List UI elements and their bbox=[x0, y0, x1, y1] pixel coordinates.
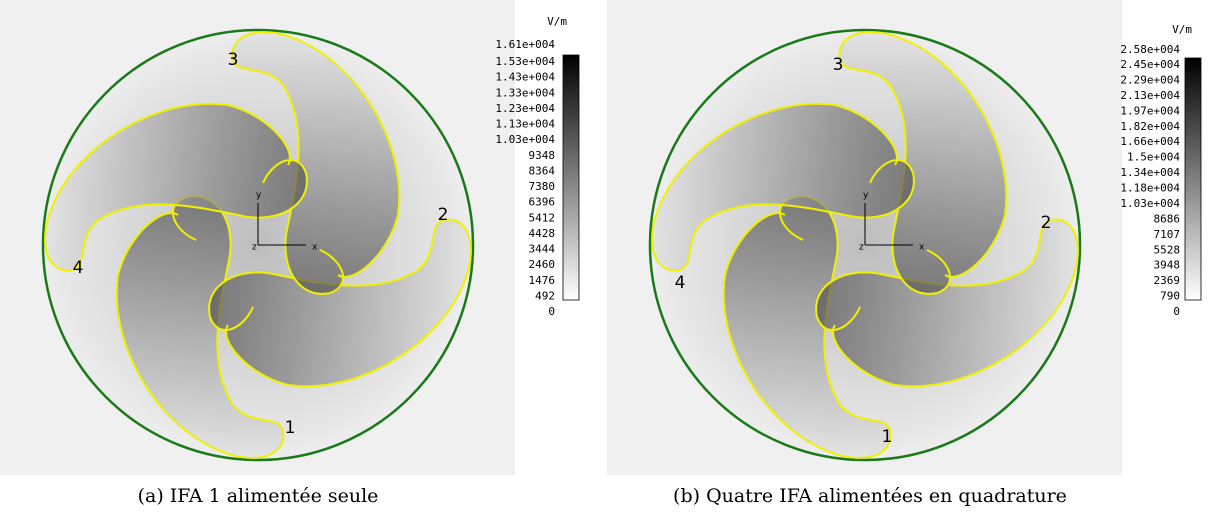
scale-label: 5412 bbox=[529, 211, 556, 224]
scale-label: 2.58e+004 bbox=[1120, 43, 1180, 56]
caption: (a) IFA 1 alimentée seule bbox=[138, 485, 379, 507]
scale-label: 2369 bbox=[1154, 274, 1181, 287]
scale-label: 1476 bbox=[529, 274, 556, 287]
scale-label: 1.61e+004 bbox=[495, 38, 555, 51]
port-label: 3 bbox=[228, 50, 239, 70]
scale-label: 1.5e+004 bbox=[1127, 151, 1180, 164]
scale-label: 3444 bbox=[529, 243, 556, 256]
scale-label: 3948 bbox=[1154, 259, 1181, 272]
scale-label: 1.03e+004 bbox=[495, 133, 555, 146]
field-plot: x y z 1 2 3 4 V/m 2.58e+004 2.45e+004 2.29e+004 2.1… bbox=[607, 0, 1202, 475]
scale-label: 0 bbox=[548, 305, 555, 318]
antenna-arm bbox=[208, 218, 472, 388]
antenna-arm bbox=[231, 31, 401, 295]
scale-label: 1.18e+004 bbox=[1120, 182, 1180, 195]
port-label: 2 bbox=[1041, 213, 1052, 233]
scale-label: 1.23e+004 bbox=[495, 102, 555, 115]
scale-label: 1.53e+004 bbox=[495, 55, 555, 68]
scale-label: 1.13e+004 bbox=[495, 118, 555, 131]
antenna-arm bbox=[44, 102, 308, 272]
scale-label: 2.45e+004 bbox=[1120, 58, 1180, 71]
scale-label: 7107 bbox=[1154, 228, 1181, 241]
caption: (b) Quatre IFA alimentées en quadrature bbox=[673, 485, 1067, 507]
scale-label: 7380 bbox=[529, 180, 556, 193]
unit-label: V/m bbox=[547, 15, 567, 28]
axis-label: x bbox=[919, 243, 925, 253]
scale-label: 492 bbox=[535, 289, 555, 302]
scale-label: 0 bbox=[1173, 305, 1180, 318]
port-label: 2 bbox=[438, 205, 449, 225]
scale-label: 1.03e+004 bbox=[1120, 197, 1180, 210]
scale-label: 790 bbox=[1160, 290, 1180, 303]
port-label: 4 bbox=[73, 258, 84, 278]
scale-label: 1.43e+004 bbox=[495, 71, 555, 84]
scale-label: 6396 bbox=[529, 196, 556, 209]
scale-label: 8364 bbox=[529, 164, 556, 177]
scale-label: 2.13e+004 bbox=[1120, 89, 1180, 102]
scale-label: 1.33e+004 bbox=[495, 86, 555, 99]
scale-label: 8686 bbox=[1154, 212, 1181, 225]
axis-label: z bbox=[859, 243, 864, 253]
axis-label: y bbox=[256, 191, 262, 201]
port-label: 3 bbox=[833, 55, 844, 75]
scale-label: 1.82e+004 bbox=[1120, 120, 1180, 133]
scale-label: 4428 bbox=[529, 227, 556, 240]
scale-label: 1.66e+004 bbox=[1120, 135, 1180, 148]
antenna-arm bbox=[838, 31, 1008, 295]
scale-label: 1.34e+004 bbox=[1120, 166, 1180, 179]
field-plot: x y z 1 2 3 4 V/m 1.61e+004 1.53e+004 1.43e+004 1.3… bbox=[0, 0, 580, 475]
scale-label: 2.29e+004 bbox=[1120, 73, 1180, 86]
unit-label: V/m bbox=[1172, 23, 1192, 36]
port-label: 4 bbox=[675, 273, 686, 293]
axis-label: z bbox=[252, 243, 257, 253]
axis-label: y bbox=[863, 191, 869, 201]
axis-label: x bbox=[312, 243, 318, 253]
scale-label: 1.97e+004 bbox=[1120, 104, 1180, 117]
antenna-arm bbox=[815, 218, 1079, 388]
port-label: 1 bbox=[285, 418, 296, 438]
port-label: 1 bbox=[882, 427, 893, 447]
scale-label: 5528 bbox=[1154, 243, 1181, 256]
colorbar bbox=[1184, 57, 1202, 301]
scale-label: 9348 bbox=[529, 149, 556, 162]
scale-label: 2460 bbox=[529, 258, 556, 271]
antenna-arm bbox=[651, 102, 915, 272]
colorbar bbox=[562, 54, 580, 301]
